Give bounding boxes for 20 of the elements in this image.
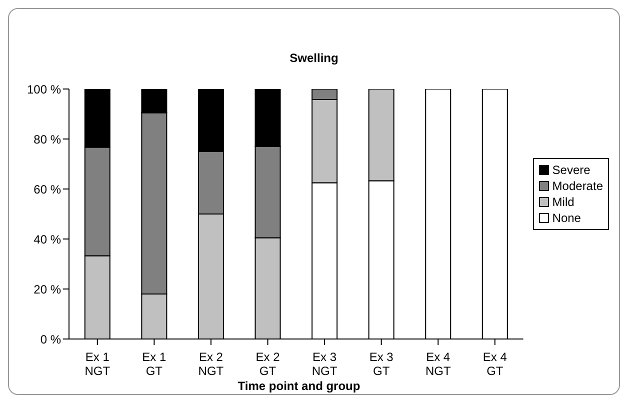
chart-title: Swelling (288, 51, 340, 65)
x-axis-title: Time point and group (236, 379, 362, 393)
x-tick-label: Ex 4 NGT (425, 350, 452, 378)
x-tick-label: Ex 4 GT (482, 350, 508, 378)
x-tick-label: Ex 2 NGT (198, 350, 224, 378)
legend-label: Severe (552, 163, 590, 177)
x-tick-label: Ex 1 NGT (84, 350, 111, 378)
legend-label: Mild (552, 195, 574, 209)
legend-label: Moderate (552, 179, 603, 193)
x-tick-label: Ex 2 GT (256, 350, 280, 378)
x-tick-label: Ex 3 GT (369, 350, 394, 378)
y-tick-label: 80 % (34, 132, 62, 146)
y-tick-label: 100 % (26, 82, 62, 96)
y-tick-label: 0 % (40, 332, 62, 346)
y-tick-label: 40 % (34, 232, 62, 246)
x-tick-label: Ex 1 GT (142, 350, 167, 378)
y-tick-label: 20 % (34, 282, 62, 296)
x-tick-label: Ex 3 NGT (312, 350, 338, 378)
y-tick-label: 60 % (34, 182, 62, 196)
legend-label: None (552, 211, 581, 225)
